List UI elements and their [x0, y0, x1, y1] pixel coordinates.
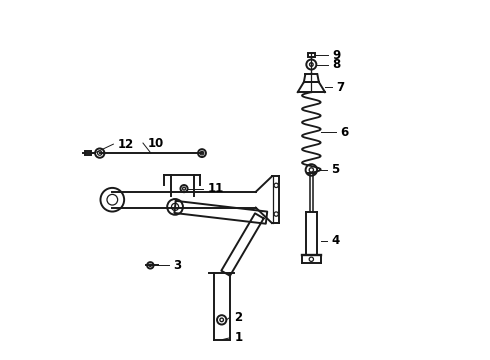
Text: 6: 6 — [340, 126, 348, 139]
Text: 8: 8 — [332, 58, 341, 71]
Text: 1: 1 — [234, 331, 243, 344]
Text: 2: 2 — [234, 311, 243, 324]
Text: 11: 11 — [207, 182, 223, 195]
Text: 7: 7 — [337, 81, 344, 94]
Text: 9: 9 — [332, 49, 341, 62]
Text: 5: 5 — [331, 163, 339, 176]
Text: 3: 3 — [173, 259, 181, 272]
Text: 10: 10 — [147, 136, 164, 149]
Bar — [85, 151, 91, 155]
Bar — [308, 53, 315, 57]
Text: 12: 12 — [118, 138, 134, 150]
Text: 4: 4 — [331, 234, 339, 247]
